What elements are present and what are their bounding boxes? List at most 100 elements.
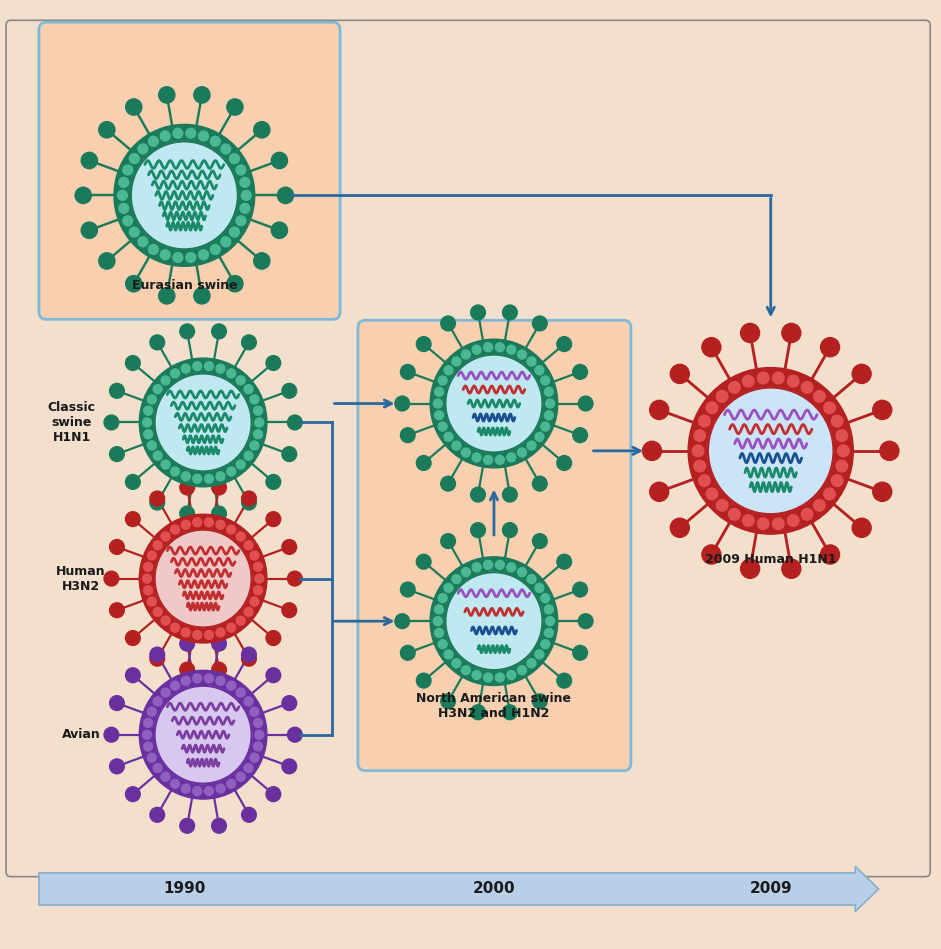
Circle shape — [439, 422, 447, 431]
Circle shape — [123, 215, 133, 226]
Circle shape — [266, 631, 280, 645]
Circle shape — [395, 396, 409, 411]
Circle shape — [853, 364, 871, 383]
Circle shape — [430, 339, 558, 468]
Circle shape — [161, 616, 170, 625]
Text: Classic
swine
H1N1: Classic swine H1N1 — [48, 401, 96, 444]
Circle shape — [173, 252, 183, 263]
Circle shape — [430, 557, 558, 685]
Circle shape — [439, 640, 447, 649]
Circle shape — [452, 574, 461, 584]
Circle shape — [401, 582, 415, 597]
Circle shape — [109, 759, 124, 773]
Circle shape — [472, 453, 481, 462]
Circle shape — [472, 345, 481, 354]
Circle shape — [99, 121, 115, 138]
Circle shape — [853, 518, 871, 537]
Circle shape — [159, 288, 175, 304]
Circle shape — [182, 520, 190, 530]
Circle shape — [81, 152, 97, 169]
Circle shape — [831, 416, 843, 427]
Circle shape — [148, 551, 156, 560]
Circle shape — [126, 275, 142, 292]
Circle shape — [170, 681, 180, 690]
Circle shape — [435, 411, 443, 419]
Circle shape — [161, 772, 170, 781]
Circle shape — [114, 124, 255, 267]
Circle shape — [240, 203, 250, 214]
Circle shape — [139, 358, 267, 487]
Circle shape — [507, 563, 516, 572]
Circle shape — [649, 482, 669, 501]
Circle shape — [138, 144, 148, 154]
Circle shape — [758, 372, 769, 383]
Circle shape — [484, 673, 492, 682]
Circle shape — [139, 670, 267, 799]
Circle shape — [694, 430, 706, 441]
Circle shape — [742, 375, 754, 387]
Circle shape — [741, 559, 759, 578]
FancyArrow shape — [39, 866, 879, 912]
Circle shape — [557, 456, 571, 471]
Circle shape — [161, 376, 170, 385]
Circle shape — [125, 474, 140, 490]
Circle shape — [439, 376, 447, 385]
Circle shape — [742, 514, 754, 527]
Circle shape — [288, 727, 302, 742]
Circle shape — [236, 215, 246, 226]
Circle shape — [109, 383, 124, 399]
Circle shape — [716, 499, 728, 512]
Circle shape — [782, 324, 801, 343]
Circle shape — [253, 430, 263, 438]
Circle shape — [182, 628, 190, 637]
Circle shape — [193, 518, 201, 527]
Circle shape — [144, 586, 152, 595]
Circle shape — [180, 506, 195, 521]
Circle shape — [440, 316, 455, 331]
Circle shape — [104, 571, 119, 586]
Circle shape — [204, 474, 214, 483]
Circle shape — [250, 551, 259, 560]
Circle shape — [518, 568, 527, 577]
Circle shape — [518, 350, 527, 359]
Circle shape — [153, 541, 162, 549]
Circle shape — [541, 422, 550, 431]
Circle shape — [698, 416, 710, 427]
Circle shape — [253, 742, 263, 751]
Circle shape — [266, 474, 280, 490]
Circle shape — [573, 645, 587, 661]
Circle shape — [199, 131, 208, 141]
Circle shape — [216, 472, 225, 481]
Circle shape — [445, 355, 542, 453]
Circle shape — [507, 671, 516, 679]
Circle shape — [821, 338, 839, 357]
Circle shape — [278, 187, 294, 203]
Circle shape — [254, 252, 270, 270]
Circle shape — [545, 387, 553, 397]
Circle shape — [706, 488, 718, 500]
Text: 1990: 1990 — [163, 882, 205, 897]
Circle shape — [109, 540, 124, 554]
Circle shape — [573, 364, 587, 380]
Circle shape — [204, 674, 214, 683]
Circle shape — [533, 533, 547, 549]
Circle shape — [579, 614, 593, 628]
Circle shape — [212, 662, 227, 677]
Circle shape — [484, 456, 492, 464]
Circle shape — [99, 252, 115, 270]
Circle shape — [472, 563, 481, 572]
Circle shape — [495, 673, 504, 682]
Circle shape — [204, 362, 214, 371]
Circle shape — [180, 818, 195, 833]
Circle shape — [821, 545, 839, 564]
Circle shape — [193, 787, 201, 795]
Circle shape — [831, 474, 843, 487]
Circle shape — [142, 730, 152, 739]
Circle shape — [193, 474, 201, 483]
Circle shape — [129, 154, 139, 163]
Circle shape — [227, 275, 243, 292]
Circle shape — [401, 428, 415, 442]
Circle shape — [445, 572, 542, 670]
Circle shape — [244, 541, 253, 549]
Circle shape — [527, 659, 536, 668]
